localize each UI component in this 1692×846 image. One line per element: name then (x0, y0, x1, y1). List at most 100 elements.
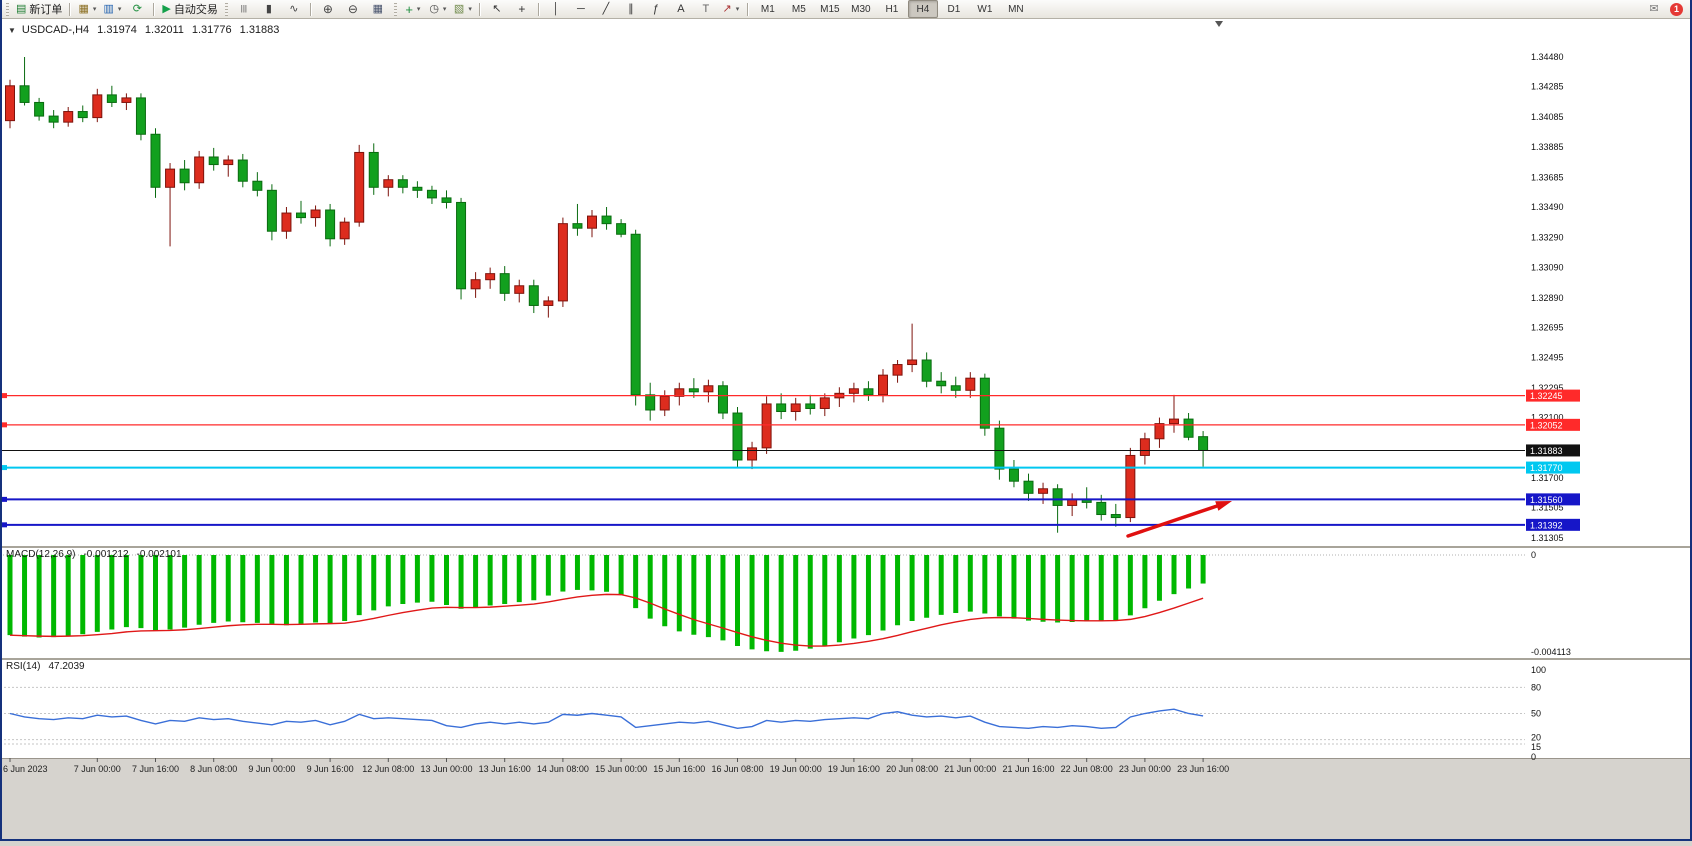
level-handle[interactable] (2, 393, 7, 398)
zoom-out-icon: ⊖ (348, 3, 358, 15)
news-button[interactable]: ✉ (1642, 0, 1666, 18)
date-label: 9 Jun 00:00 (248, 764, 295, 774)
tf-h4-button[interactable]: H4 (908, 0, 938, 18)
profiles-button[interactable]: ▥▾ (100, 0, 124, 18)
date-label: 7 Jun 00:00 (74, 764, 121, 774)
trendline-icon: ╱ (603, 4, 610, 15)
tf-h1-button-label: H1 (885, 4, 898, 15)
crosshair-button[interactable]: + (510, 0, 534, 18)
symbol-period-label: USDCAD-,H4 (22, 24, 89, 36)
text-button[interactable]: A (669, 0, 693, 18)
new-order-icon: ▤ (16, 4, 26, 15)
candle (631, 230, 640, 406)
date-label: 13 Jun 16:00 (479, 764, 531, 774)
date-label: 19 Jun 16:00 (828, 764, 880, 774)
level-handle[interactable] (2, 522, 7, 527)
autotrading-button[interactable]: ▶自动交易 (159, 0, 220, 18)
vertical-line-button[interactable]: │ (544, 0, 568, 18)
symbol-dropdown-icon[interactable]: ▼ (8, 26, 16, 35)
tf-mn-button[interactable]: MN (1001, 0, 1031, 18)
tile-windows-button[interactable]: ▦ (366, 0, 390, 18)
toolbar-separator (69, 3, 71, 16)
new-chart-button[interactable]: ▦▾ (75, 0, 99, 18)
zoom-in-button[interactable]: ⊕ (316, 0, 340, 18)
tf-m15-button[interactable]: M15 (815, 0, 845, 18)
dropdown-arrow-icon: ▾ (93, 5, 97, 13)
tf-w1-button[interactable]: W1 (970, 0, 1000, 18)
arrows-button[interactable]: ↗▾ (719, 0, 743, 18)
dropdown-arrow-icon: ▾ (736, 5, 740, 13)
refresh-icon: ⟳ (133, 4, 142, 15)
tf-h1-button[interactable]: H1 (877, 0, 907, 18)
autotrading-icon: ▶ (162, 4, 170, 15)
notification-badge[interactable]: 1 (1670, 3, 1683, 16)
tf-m30-button-label: M30 (851, 4, 870, 15)
subwindow-separator[interactable] (0, 658, 1692, 660)
tile-windows-icon: ▦ (373, 4, 383, 15)
toolbar-grip[interactable] (225, 3, 228, 16)
templates-button[interactable]: ▧▾ (451, 0, 475, 18)
tf-m15-button-label: M15 (820, 4, 839, 15)
line-chart-button[interactable]: ∿ (282, 0, 306, 18)
trendline-button[interactable]: ╱ (594, 0, 618, 18)
tf-m5-button-label: M5 (792, 4, 806, 15)
channel-icon: ∥ (628, 4, 634, 15)
indicators-icon: + (405, 3, 413, 16)
new-chart-icon: ▦ (78, 4, 88, 15)
tf-d1-button[interactable]: D1 (939, 0, 969, 18)
news-icon: ✉ (1649, 4, 1658, 15)
periods-button[interactable]: ◷▾ (426, 0, 450, 18)
price-axis[interactable] (1526, 18, 1692, 758)
date-label: 13 Jun 00:00 (420, 764, 472, 774)
tf-m1-button[interactable]: M1 (753, 0, 783, 18)
date-label: 21 Jun 16:00 (1002, 764, 1054, 774)
channel-button[interactable]: ∥ (619, 0, 643, 18)
subwindow-separator[interactable] (0, 546, 1692, 548)
cursor-icon: ↖ (492, 4, 501, 15)
macd-label: MACD(12,26,9) -0.001212 -0.002101 (6, 549, 182, 560)
rsi-value: 47.2039 (48, 661, 84, 672)
candle (151, 128, 160, 198)
date-label: 23 Jun 00:00 (1119, 764, 1171, 774)
toolbar-separator (310, 3, 312, 16)
new-order-button-label: 新订单 (29, 1, 62, 17)
arrows-icon: ↗ (723, 4, 732, 15)
toolbar-grip[interactable] (6, 3, 9, 16)
cursor-button[interactable]: ↖ (485, 0, 509, 18)
level-handle[interactable] (2, 422, 7, 427)
candles-chart-button[interactable]: ▮ (257, 0, 281, 18)
refresh-button[interactable]: ⟳ (125, 0, 149, 18)
dropdown-arrow-icon: ▾ (443, 5, 447, 13)
label-button[interactable]: T (694, 0, 718, 18)
label-icon: T (703, 4, 710, 15)
tf-h4-button-label: H4 (916, 4, 929, 15)
zoom-out-button[interactable]: ⊖ (341, 0, 365, 18)
new-order-button[interactable]: ▤新订单 (13, 0, 65, 18)
tf-m30-button[interactable]: M30 (846, 0, 876, 18)
bars-chart-button[interactable]: ||| (232, 0, 256, 18)
toolbar-separator (479, 3, 481, 16)
candle (355, 145, 364, 227)
date-label: 7 Jun 16:00 (132, 764, 179, 774)
tf-m5-button[interactable]: M5 (784, 0, 814, 18)
date-label: 22 Jun 08:00 (1061, 764, 1113, 774)
candle (136, 93, 145, 140)
level-handle[interactable] (2, 465, 7, 470)
profiles-icon: ▥ (103, 4, 113, 15)
periods-icon: ◷ (429, 4, 439, 15)
horizontal-line-button[interactable]: ─ (569, 0, 593, 18)
fibonacci-button[interactable]: ƒ (644, 0, 668, 18)
toolbar-grip[interactable] (394, 3, 397, 16)
indicators-button[interactable]: +▾ (401, 0, 425, 18)
candle (1126, 448, 1135, 522)
level-handle[interactable] (2, 497, 7, 502)
date-label: 20 Jun 08:00 (886, 764, 938, 774)
date-label: 6 Jun 2023 (3, 764, 48, 774)
vertical-line-icon: │ (552, 4, 559, 15)
date-label: 23 Jun 16:00 (1177, 764, 1229, 774)
candle (733, 407, 742, 468)
dropdown-arrow-icon: ▾ (417, 5, 421, 13)
date-label: 15 Jun 00:00 (595, 764, 647, 774)
